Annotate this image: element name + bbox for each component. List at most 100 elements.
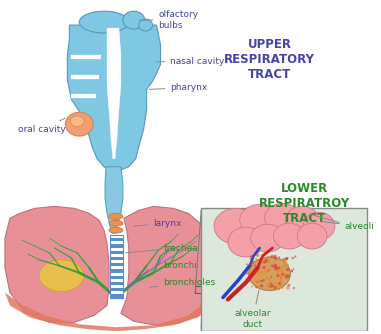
Circle shape — [279, 284, 282, 288]
Circle shape — [270, 276, 272, 278]
Bar — [110, 282, 123, 285]
Circle shape — [267, 284, 269, 286]
Bar — [110, 241, 123, 244]
Bar — [110, 251, 123, 254]
Circle shape — [253, 256, 255, 258]
Circle shape — [277, 284, 279, 286]
Circle shape — [276, 273, 280, 276]
Circle shape — [286, 257, 288, 260]
Bar — [110, 270, 123, 273]
Ellipse shape — [274, 223, 305, 249]
Circle shape — [271, 284, 274, 288]
Text: UPPER
RESPIRATORY
TRACT: UPPER RESPIRATORY TRACT — [224, 38, 315, 81]
Circle shape — [253, 261, 255, 263]
Text: alveolar
duct: alveolar duct — [234, 290, 271, 329]
Circle shape — [284, 263, 287, 266]
Circle shape — [278, 282, 281, 285]
Circle shape — [290, 269, 293, 273]
Circle shape — [257, 275, 260, 277]
Circle shape — [280, 287, 282, 289]
Bar — [110, 273, 123, 276]
Bar — [110, 254, 123, 257]
Circle shape — [293, 268, 295, 270]
Circle shape — [278, 256, 280, 259]
Ellipse shape — [79, 11, 129, 33]
Bar — [110, 257, 123, 260]
Circle shape — [287, 275, 290, 278]
Circle shape — [261, 266, 264, 269]
Text: bronchi: bronchi — [146, 261, 197, 271]
Ellipse shape — [123, 11, 145, 29]
Text: bronchioles: bronchioles — [149, 278, 216, 287]
Circle shape — [260, 271, 264, 275]
Circle shape — [287, 284, 290, 287]
Circle shape — [274, 265, 277, 269]
Ellipse shape — [109, 213, 123, 219]
Circle shape — [267, 261, 271, 264]
Circle shape — [285, 257, 288, 261]
Circle shape — [269, 281, 273, 285]
Circle shape — [291, 257, 294, 260]
Circle shape — [255, 286, 257, 289]
Bar — [110, 244, 123, 247]
Circle shape — [284, 263, 287, 266]
Polygon shape — [5, 206, 109, 322]
Circle shape — [261, 256, 263, 258]
Circle shape — [263, 266, 266, 269]
Circle shape — [274, 268, 277, 271]
Circle shape — [271, 265, 274, 268]
Circle shape — [286, 258, 288, 260]
Bar — [110, 235, 123, 238]
Polygon shape — [5, 293, 216, 331]
Circle shape — [286, 286, 290, 290]
Circle shape — [255, 258, 258, 261]
Circle shape — [279, 266, 282, 270]
Circle shape — [255, 271, 256, 272]
Circle shape — [250, 273, 254, 277]
Ellipse shape — [70, 116, 84, 127]
Ellipse shape — [109, 227, 123, 233]
Bar — [195, 286, 202, 293]
Circle shape — [249, 258, 251, 260]
Circle shape — [280, 270, 283, 273]
Circle shape — [268, 259, 271, 262]
Circle shape — [281, 287, 283, 289]
Circle shape — [284, 261, 287, 264]
Circle shape — [259, 261, 263, 265]
Bar — [71, 95, 96, 99]
Bar — [110, 247, 123, 251]
Bar — [110, 266, 123, 270]
Circle shape — [265, 257, 267, 259]
Circle shape — [256, 270, 258, 272]
Circle shape — [274, 282, 278, 285]
Ellipse shape — [66, 112, 93, 136]
Circle shape — [250, 255, 253, 258]
Circle shape — [274, 267, 277, 271]
Circle shape — [249, 264, 252, 267]
Polygon shape — [121, 206, 213, 325]
Ellipse shape — [228, 227, 264, 257]
Bar — [71, 74, 99, 78]
Circle shape — [266, 259, 268, 261]
Circle shape — [267, 285, 269, 287]
Polygon shape — [67, 25, 160, 174]
Circle shape — [286, 268, 289, 271]
Circle shape — [251, 286, 253, 287]
Circle shape — [269, 286, 272, 288]
Circle shape — [263, 259, 265, 261]
Polygon shape — [105, 167, 123, 233]
Bar — [110, 238, 123, 241]
Circle shape — [278, 278, 281, 281]
Circle shape — [273, 286, 277, 289]
Circle shape — [286, 274, 288, 276]
Circle shape — [259, 271, 262, 274]
Circle shape — [263, 261, 266, 264]
Circle shape — [248, 270, 251, 273]
Circle shape — [261, 276, 263, 278]
Circle shape — [251, 281, 254, 284]
Circle shape — [256, 272, 259, 275]
Circle shape — [277, 282, 280, 286]
Text: trachea: trachea — [126, 243, 198, 253]
Ellipse shape — [251, 224, 284, 252]
Text: alveoli: alveoli — [322, 221, 375, 231]
